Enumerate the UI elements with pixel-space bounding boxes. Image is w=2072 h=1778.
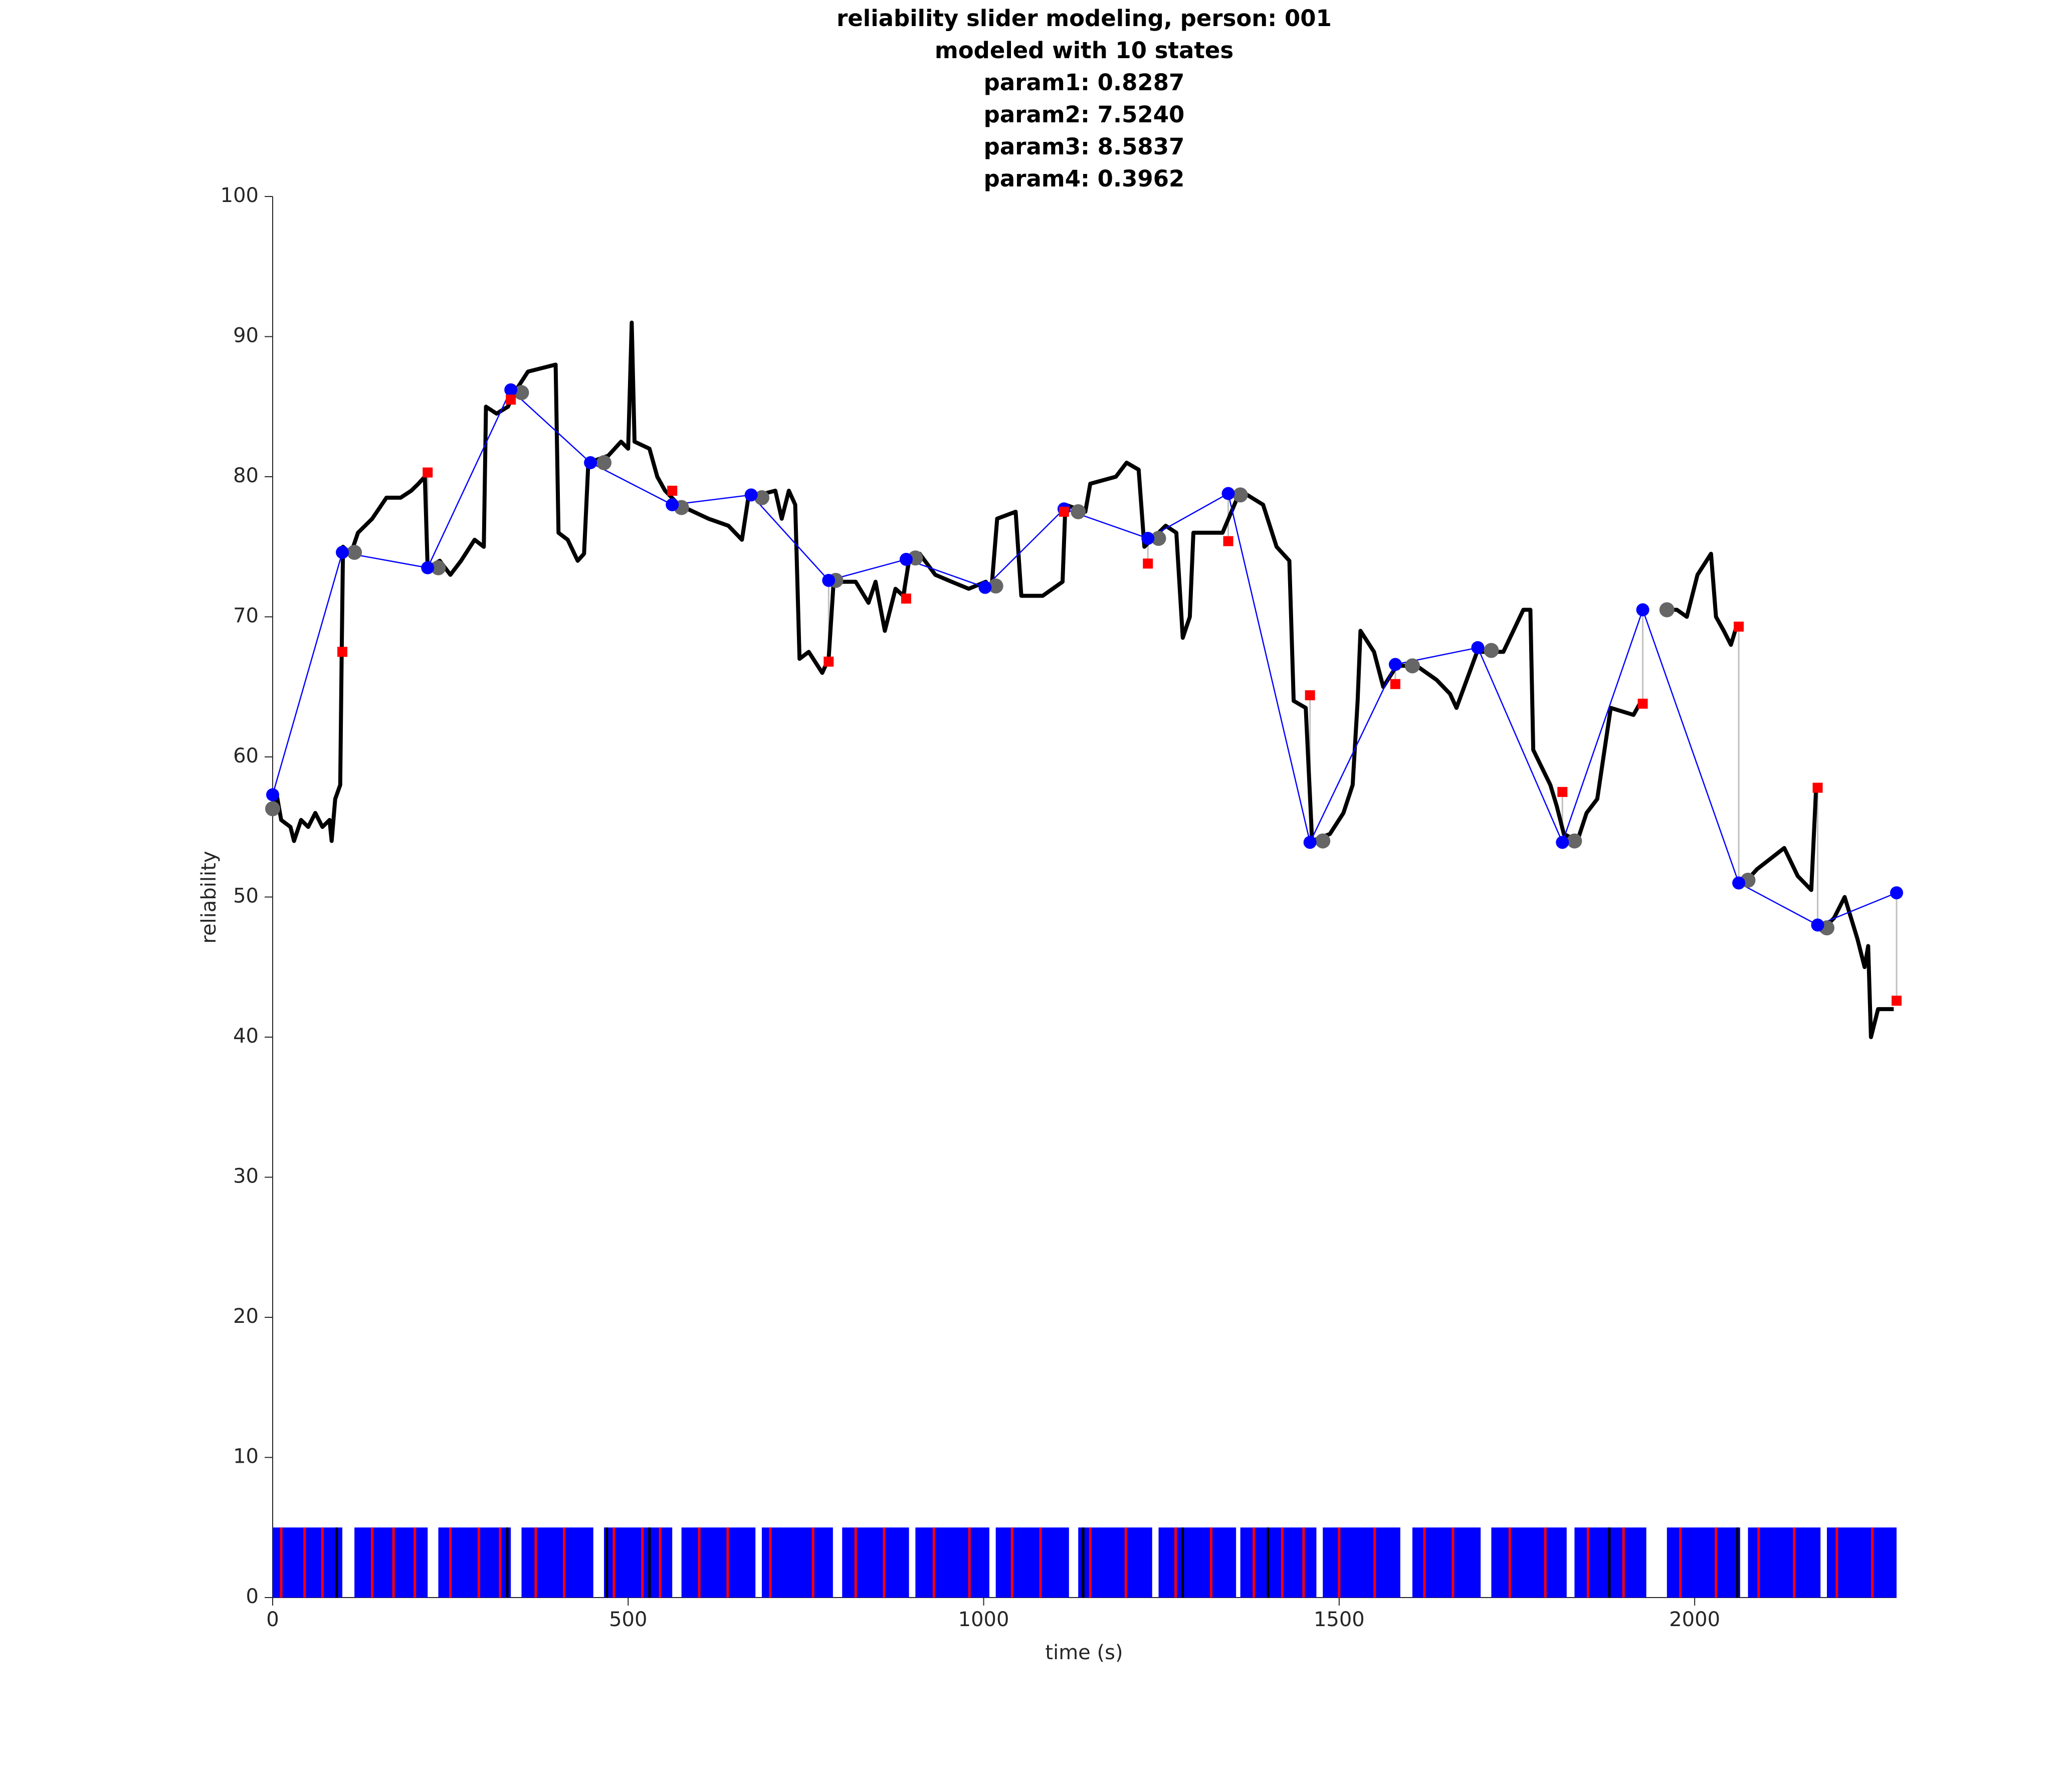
sample-point [1151, 530, 1166, 546]
strip-block [1240, 1527, 1317, 1598]
strip-block [273, 1527, 343, 1598]
model-point [504, 383, 518, 397]
y-tick-label: 40 [233, 1025, 259, 1048]
strip-block [915, 1527, 989, 1598]
y-tick-label: 50 [233, 885, 259, 908]
observed-point [506, 394, 516, 405]
strip-block [681, 1527, 756, 1598]
model-point [1636, 603, 1649, 617]
model-point [1556, 836, 1569, 849]
sample-point [431, 560, 446, 575]
strip-block [521, 1527, 593, 1598]
chart-title: reliability slider modeling, person: 001 [837, 5, 1332, 32]
x-tick-label: 2000 [1669, 1608, 1720, 1631]
observed-point [667, 485, 678, 496]
y-tick-label: 30 [233, 1165, 259, 1188]
observed-point [1059, 506, 1069, 517]
strip-block [354, 1527, 428, 1598]
model-point [584, 456, 597, 470]
chart-title: param3: 8.5837 [984, 133, 1185, 160]
observed-point [337, 647, 348, 657]
sample-point [1071, 504, 1086, 519]
sample-point [1484, 643, 1499, 658]
observed-point [1143, 558, 1153, 569]
observed-point [423, 467, 433, 478]
strip-block [1667, 1527, 1740, 1598]
sample-point [754, 490, 769, 505]
observed-point [901, 594, 911, 604]
sample-point [1567, 833, 1582, 849]
strip-block [1826, 1527, 1897, 1598]
model-point [978, 580, 992, 594]
sample-point [1315, 833, 1331, 849]
chart-title: modeled with 10 states [935, 37, 1233, 64]
sample-point [514, 385, 529, 401]
strip-block [761, 1527, 833, 1598]
x-tick-label: 1000 [958, 1608, 1009, 1631]
sample-point [1232, 487, 1248, 503]
y-tick-label: 60 [233, 744, 259, 767]
model-point [1303, 836, 1317, 849]
observed-point [1637, 698, 1648, 709]
sample-point [1659, 602, 1675, 618]
sample-point [1404, 658, 1420, 674]
strip-block [1412, 1527, 1481, 1598]
reliability-trace [271, 320, 1894, 1039]
strip-block [1158, 1527, 1236, 1598]
model-point [1732, 876, 1746, 890]
y-tick-label: 80 [233, 464, 259, 487]
sample-point [596, 455, 612, 471]
model-point [899, 552, 913, 566]
model-point [744, 488, 758, 502]
model-point [1141, 531, 1155, 545]
x-tick-label: 1500 [1314, 1608, 1365, 1631]
y-tick-label: 20 [233, 1305, 259, 1328]
strip-block [995, 1527, 1069, 1598]
observed-point [1223, 536, 1233, 546]
observed-point [1557, 786, 1568, 797]
y-tick-label: 70 [233, 605, 259, 628]
strip-block [842, 1527, 909, 1598]
y-tick-label: 100 [221, 184, 259, 207]
observed-point [1734, 622, 1744, 632]
model-point [1471, 641, 1485, 654]
model-point [266, 788, 279, 802]
observed-point [1892, 996, 1902, 1006]
observed-point [1812, 782, 1823, 793]
model-point [1811, 918, 1824, 932]
model-point [1221, 487, 1235, 500]
model-point [1890, 886, 1903, 900]
model-point [666, 498, 679, 511]
sample-point [347, 544, 362, 560]
y-tick-label: 0 [246, 1585, 259, 1608]
sample-point [988, 578, 1003, 594]
strip-block [1748, 1527, 1821, 1598]
observed-point [1390, 679, 1400, 689]
strip-block [1323, 1527, 1400, 1598]
model-point [1388, 658, 1402, 671]
observed-point [823, 656, 834, 667]
model-point [822, 573, 836, 587]
sample-point [265, 801, 280, 817]
x-tick-label: 500 [609, 1608, 647, 1631]
y-tick-label: 90 [233, 324, 259, 347]
y-axis-label: reliability [197, 851, 221, 944]
chart-title: param1: 0.8287 [984, 69, 1185, 96]
y-tick-label: 10 [233, 1445, 259, 1468]
x-tick-label: 0 [266, 1608, 279, 1631]
x-axis-label: time (s) [1045, 1641, 1123, 1664]
strip-block [1491, 1527, 1567, 1598]
model-point [421, 561, 435, 574]
chart-title: param2: 7.5240 [984, 101, 1185, 128]
observed-point [1305, 690, 1315, 701]
model-point [336, 545, 349, 559]
chart-title: param4: 0.3962 [984, 165, 1185, 192]
